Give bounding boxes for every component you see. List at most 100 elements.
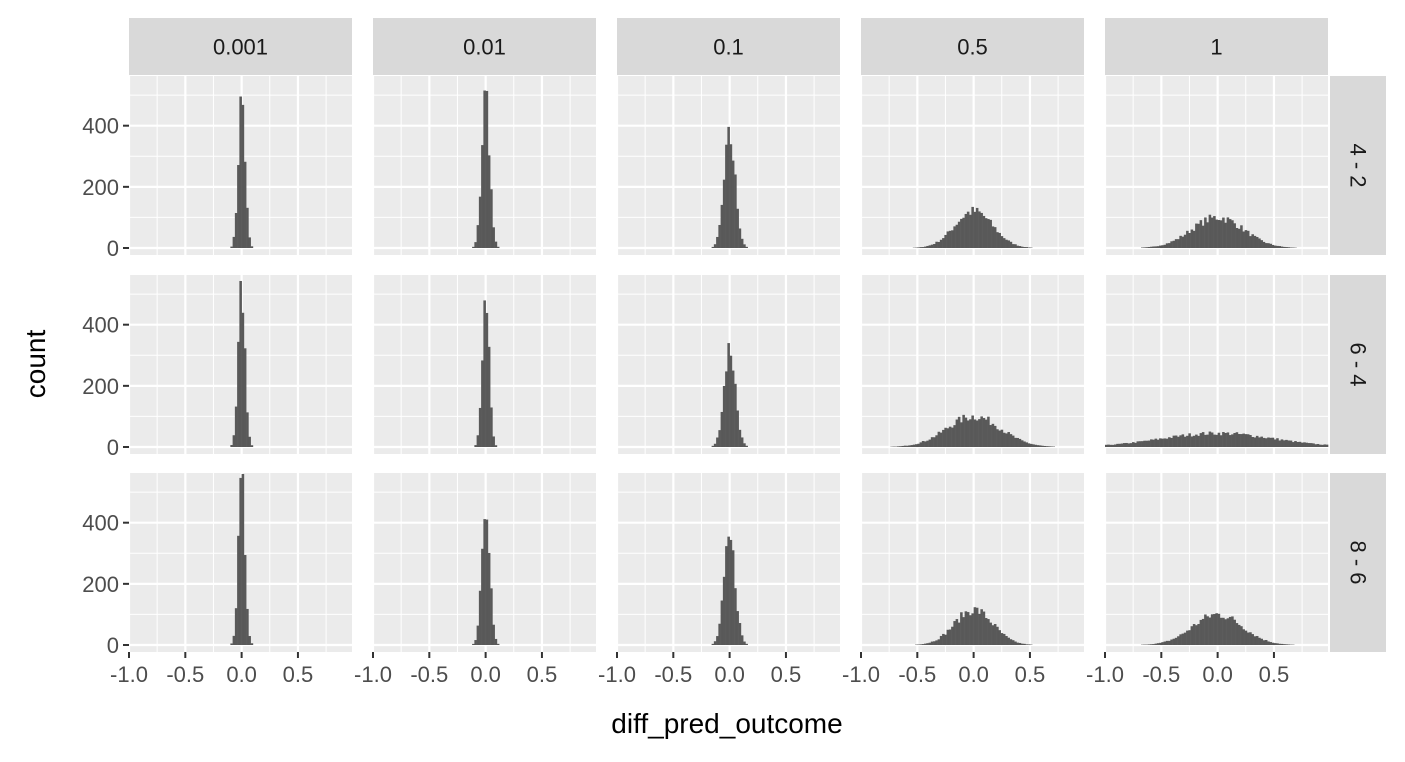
col-strip-label: 0.01 — [463, 35, 506, 60]
histogram-bar — [1273, 245, 1277, 248]
histogram-bar — [939, 635, 943, 645]
histogram-bar — [982, 418, 986, 447]
histogram-bar — [248, 436, 251, 447]
histogram-bar — [711, 643, 715, 645]
histogram-bar — [713, 443, 717, 447]
histogram-bar — [951, 230, 954, 248]
histogram-bar — [917, 443, 920, 447]
histogram-bar — [725, 144, 728, 248]
histogram-bar — [734, 588, 737, 645]
histogram-bar — [962, 414, 965, 447]
histogram-bar — [1138, 441, 1142, 447]
histogram-bar — [248, 237, 251, 248]
histogram-bar — [1156, 643, 1160, 645]
histogram-bar — [1323, 444, 1327, 447]
col-strip — [129, 18, 352, 75]
histogram-bar — [1161, 245, 1164, 248]
histogram-bar — [1231, 434, 1234, 447]
col-strip — [373, 18, 596, 75]
histogram-bar — [485, 312, 489, 447]
histogram-bar — [250, 445, 254, 447]
histogram-bar — [1123, 443, 1126, 447]
histogram-bar — [745, 445, 748, 447]
histogram-bar — [989, 425, 992, 447]
histogram-bar — [1251, 634, 1254, 645]
row-strip-label: 8 - 6 — [1346, 540, 1371, 584]
histogram-bar — [1168, 640, 1171, 645]
y-tick-label: 200 — [82, 175, 119, 200]
histogram-bar — [984, 618, 988, 645]
histogram-bar — [1222, 432, 1225, 447]
histogram-bar — [915, 444, 918, 447]
histogram-bar — [1255, 236, 1259, 248]
histogram-bars — [230, 96, 254, 249]
col-strip — [861, 18, 1084, 75]
histogram-bar — [729, 355, 733, 447]
histogram-bar — [1262, 640, 1266, 645]
histogram-bar — [1150, 246, 1153, 248]
histogram-bar — [1251, 234, 1254, 248]
histogram-bar — [478, 407, 482, 447]
histogram-bar — [937, 241, 941, 248]
histogram-bar — [1000, 236, 1004, 248]
histogram-bar — [924, 441, 927, 447]
histogram-bar — [897, 446, 900, 447]
histogram-bar — [1197, 623, 1200, 645]
histogram-bar — [1287, 644, 1291, 645]
x-axis-title: diff_pred_outcome — [611, 708, 842, 739]
histogram-bar — [1190, 229, 1194, 248]
histogram-bar — [1213, 216, 1216, 248]
histogram-bar — [1260, 436, 1263, 447]
histogram-bar — [1287, 247, 1291, 248]
histogram-bar — [1314, 444, 1318, 447]
histogram-bar — [1264, 438, 1268, 447]
histogram-bar — [901, 445, 905, 447]
histogram-bar — [485, 519, 489, 645]
histogram-bar — [1251, 437, 1254, 447]
histogram-bar — [1192, 624, 1196, 645]
histogram-bar — [1237, 228, 1241, 248]
histogram-bar — [729, 144, 733, 248]
histogram-bar — [1253, 636, 1257, 645]
histogram-bar — [1280, 246, 1284, 248]
y-tick-label: 200 — [82, 374, 119, 399]
histogram-bar — [1298, 441, 1302, 447]
histogram-bar — [1165, 438, 1169, 447]
histogram-bar — [937, 431, 941, 447]
histogram-bar — [1172, 435, 1176, 447]
histogram-bar — [246, 608, 249, 645]
histogram-bar — [919, 247, 923, 248]
histogram-bar — [230, 643, 233, 645]
histogram-bar — [1050, 446, 1053, 447]
histogram-bar — [1199, 220, 1203, 248]
col-strip-label: 0.5 — [957, 35, 988, 60]
histogram-bar — [1246, 434, 1250, 447]
histogram-bar — [1147, 246, 1151, 248]
histogram-bar — [1262, 241, 1266, 248]
histogram-bar — [1005, 636, 1008, 645]
histogram-bar — [1267, 243, 1270, 248]
histogram-bar — [1143, 440, 1146, 447]
histogram-bar — [953, 621, 956, 645]
histogram-bar — [978, 419, 981, 447]
histogram-bar — [243, 555, 247, 645]
histogram-bar — [1233, 432, 1236, 447]
histogram-bar — [1034, 444, 1037, 447]
histogram-bar — [1154, 438, 1158, 447]
histogram-bar — [1271, 437, 1275, 447]
histogram-bar — [1192, 230, 1196, 248]
histogram-bar — [1280, 439, 1284, 447]
histogram-bar — [232, 236, 236, 248]
histogram-bar — [1208, 617, 1212, 645]
histogram-bar — [246, 412, 249, 447]
histogram-bar — [1206, 222, 1209, 248]
histogram-bar — [1002, 238, 1006, 248]
histogram-bar — [731, 550, 735, 645]
histogram-bar — [736, 208, 739, 248]
histogram-bar — [928, 245, 932, 248]
histogram-bar — [1172, 638, 1176, 645]
x-tick-label: -1.0 — [110, 662, 148, 687]
histogram-bar — [1011, 244, 1015, 248]
histogram-bar — [1249, 435, 1252, 447]
